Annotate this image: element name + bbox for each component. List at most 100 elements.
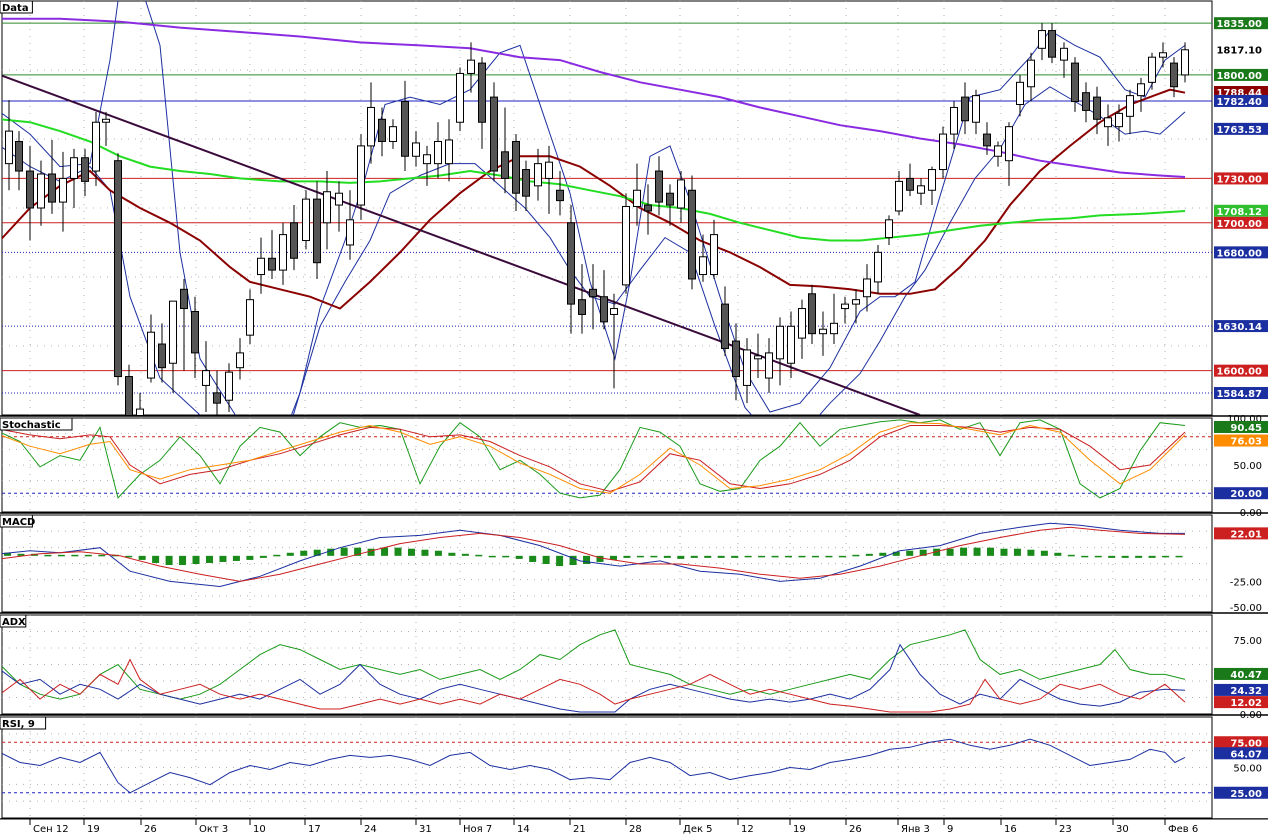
candle-up — [885, 219, 893, 239]
macd-histogram-bar — [381, 547, 389, 556]
macd-histogram-bar — [1108, 555, 1116, 558]
candle-up — [202, 370, 210, 386]
macd-histogram-bar — [946, 548, 954, 556]
candle-down — [478, 62, 486, 123]
macd-histogram-bar — [502, 555, 510, 558]
candle-down — [501, 151, 509, 179]
x-tick-label: 21 — [573, 824, 586, 834]
value-badge — [1214, 420, 1268, 433]
value-badge — [1214, 43, 1268, 56]
candle-down — [401, 101, 409, 157]
candle-up — [1126, 95, 1134, 117]
value-badge — [1214, 487, 1268, 500]
macd-histogram-bar — [960, 547, 968, 556]
macd-histogram-bar — [785, 555, 793, 558]
candle-down — [114, 160, 122, 378]
value-badge — [1214, 204, 1268, 217]
candle-up — [456, 72, 464, 123]
macd-histogram-bar — [407, 548, 415, 556]
macd-histogram-bar — [704, 555, 712, 558]
value-badge — [1214, 667, 1268, 680]
macd-histogram-bar — [205, 555, 213, 563]
panel-plot-area[interactable] — [0, 738, 1212, 794]
candle-up — [874, 251, 882, 283]
indicator-line — [2, 658, 1186, 713]
candle-up — [389, 126, 397, 142]
macd-histogram-bar — [583, 555, 591, 565]
macd-histogram-bar — [1121, 555, 1129, 558]
x-tick-label: Сен 12 — [33, 824, 69, 834]
macd-histogram-bar — [677, 555, 685, 559]
macd-histogram-bar — [165, 555, 173, 566]
candle-down — [961, 96, 969, 122]
macd-histogram-bar — [650, 555, 658, 558]
candle-down — [213, 392, 221, 404]
value-badge — [1214, 683, 1268, 696]
macd-histogram-bar — [475, 554, 483, 557]
value-badge — [1214, 17, 1268, 30]
macd-histogram-bar — [1135, 555, 1143, 558]
candle-up — [59, 177, 67, 203]
candle-up — [939, 133, 947, 171]
macd-histogram-bar — [556, 555, 564, 567]
candle-up — [346, 219, 354, 246]
candle-up — [225, 371, 233, 401]
candle-down — [1093, 96, 1101, 120]
macd-histogram-bar — [421, 549, 429, 556]
x-tick-label: 12 — [741, 824, 754, 834]
macd-histogram-bar — [973, 547, 981, 556]
macd-histogram-bar — [1027, 549, 1035, 556]
value-badge-label: 1730.00 — [1216, 174, 1262, 185]
candle-up — [302, 198, 310, 242]
macd-histogram-bar — [825, 555, 833, 558]
macd-histogram-bar — [919, 549, 927, 556]
macd-histogram-bar — [1094, 555, 1102, 558]
panel-plot-area[interactable] — [0, 0, 1212, 459]
panel-plot-area[interactable] — [0, 522, 1186, 588]
macd-histogram-bar — [744, 555, 752, 558]
indicator-line — [2, 419, 1186, 499]
value-badge-label: 76.03 — [1230, 437, 1262, 448]
x-tick-label: 28 — [629, 824, 642, 834]
candle-up — [798, 308, 806, 339]
value-badge — [1214, 786, 1268, 799]
candle-down — [721, 303, 729, 349]
candle-up — [677, 179, 685, 209]
macd-histogram-bar — [84, 554, 92, 557]
candle-down — [589, 288, 597, 298]
value-badge-label: 1782.40 — [1216, 97, 1262, 108]
x-tick-label: Окт 3 — [199, 824, 228, 834]
candle-up — [70, 157, 78, 179]
value-badge-label: 1788.44 — [1216, 88, 1262, 99]
x-tick-label: 19 — [793, 824, 806, 834]
candle-down — [180, 288, 188, 310]
candle-down — [522, 169, 530, 197]
value-badge-label: 1708.12 — [1216, 207, 1262, 218]
panel-title-box — [0, 716, 47, 730]
candle-up — [5, 130, 13, 165]
macd-histogram-bar — [259, 555, 267, 558]
candle-up — [102, 118, 110, 123]
value-badge-label: 1600.00 — [1216, 367, 1262, 378]
candle-up — [895, 180, 903, 212]
macd-histogram-bar — [596, 555, 604, 562]
candle-up — [699, 256, 707, 276]
candle-up — [1060, 47, 1068, 61]
macd-histogram-bar — [300, 550, 308, 556]
macd-histogram-bar — [838, 555, 846, 558]
candle-up — [787, 325, 795, 364]
macd-histogram-bar — [1081, 555, 1089, 558]
value-badge-label: 40.47 — [1230, 670, 1262, 681]
panel-title-box — [0, 514, 33, 528]
macd-histogram-bar — [44, 554, 52, 557]
candle-up — [467, 59, 475, 74]
indicator-line — [2, 738, 1186, 794]
panel-plot-area[interactable] — [0, 419, 1212, 499]
candle-up — [434, 140, 442, 165]
value-badge-label: 24.32 — [1230, 686, 1262, 697]
macd-histogram-bar — [1067, 554, 1075, 557]
candle-down — [808, 293, 816, 335]
panel-plot-area[interactable] — [0, 629, 1186, 713]
macd-histogram-bar — [394, 547, 402, 556]
